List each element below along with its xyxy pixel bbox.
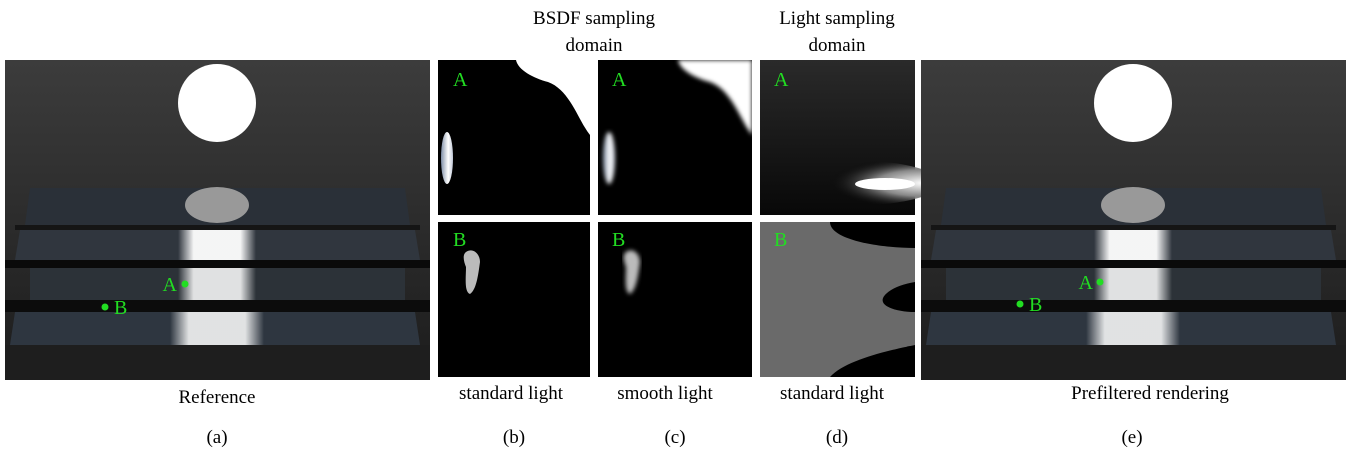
point-dot [1097, 279, 1104, 286]
panel-tag: (a) [206, 427, 227, 448]
caption: standard light [459, 383, 564, 404]
panel-tag: (c) [664, 427, 685, 448]
caption: Reference [179, 387, 256, 408]
point-dot [102, 304, 109, 311]
prefiltered-image [921, 60, 1346, 380]
inset-label: B [612, 229, 625, 251]
reference-image [5, 60, 430, 380]
point-label: A [1079, 272, 1094, 294]
panel-tag: (b) [503, 427, 525, 448]
inset-label: B [774, 229, 787, 251]
caption: Prefiltered rendering [1071, 383, 1229, 404]
inset-label: A [612, 69, 627, 91]
caption: smooth light [617, 383, 713, 404]
inset-label: A [774, 69, 789, 91]
column-header: Light sampling [779, 8, 895, 29]
caption: standard light [780, 383, 885, 404]
point-label: A [163, 274, 178, 296]
panel-tag: (e) [1121, 427, 1142, 448]
point-dot [1017, 301, 1024, 308]
inset-label: A [453, 69, 468, 91]
column-header: domain [566, 35, 623, 56]
inset-label: B [453, 229, 466, 251]
panel-tag: (d) [826, 427, 848, 448]
figure: A B A B A B A B A B BSDF sampling domain… [0, 0, 1347, 452]
point-label: B [1029, 294, 1042, 316]
column-header: domain [809, 35, 866, 56]
column-header: BSDF sampling [533, 8, 655, 29]
point-dot [182, 281, 189, 288]
point-label: B [114, 297, 127, 319]
